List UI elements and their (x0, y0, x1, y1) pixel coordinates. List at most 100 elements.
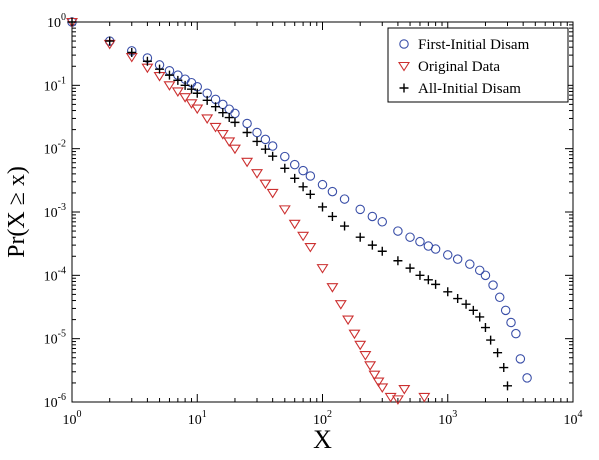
all-initial-disam-point (318, 202, 327, 212)
first-initial-disam-point (298, 165, 308, 176)
all-initial-disam-point (211, 102, 221, 112)
x-tick-label: 102 (313, 409, 332, 428)
y-tick-label: 10-2 (44, 139, 66, 158)
all-initial-disam-point (377, 246, 387, 256)
all-initial-disam-point (224, 113, 234, 123)
all-initial-disam-point (340, 221, 350, 231)
all-initial-disam-point (423, 275, 433, 285)
first-initial-disam-point (494, 292, 505, 303)
legend-marker-original-data (398, 61, 410, 72)
all-initial-disam-point (367, 240, 377, 250)
original-data-point (251, 169, 264, 179)
original-data-point (398, 385, 411, 395)
original-data-point (359, 351, 372, 361)
first-initial-disam-point (452, 254, 463, 264)
first-initial-disam-point (515, 354, 526, 364)
y-tick-label: 10-4 (44, 265, 66, 284)
first-initial-disam-point (474, 265, 485, 276)
first-initial-disam-point (488, 280, 498, 290)
y-tick-label: 100 (47, 12, 66, 31)
original-data-point (334, 300, 347, 310)
x-tick-label: 101 (188, 409, 207, 428)
first-initial-disam-point (289, 159, 300, 170)
first-initial-disam-point (305, 171, 316, 181)
x-axis-ticks: 100 101 102 103 104 (63, 22, 583, 428)
all-initial-disam-point (230, 117, 240, 127)
series-original-data (66, 17, 431, 405)
original-data-point (153, 72, 166, 82)
first-initial-disam-point (230, 108, 240, 119)
all-initial-disam-point (327, 211, 337, 221)
all-initial-disam-point (164, 70, 174, 80)
first-initial-disam-point (506, 317, 516, 328)
original-data-point (278, 205, 291, 215)
first-initial-disam-point (480, 270, 491, 281)
x-tick-label: 104 (564, 409, 583, 428)
original-data-point (384, 392, 397, 403)
y-tick-label: 10-6 (44, 392, 66, 411)
all-initial-disam-point (260, 144, 270, 154)
all-initial-disam-point (155, 64, 165, 74)
all-initial-disam-point (486, 335, 496, 345)
all-initial-disam-point (415, 270, 425, 280)
all-initial-disam-point (252, 136, 262, 146)
all-initial-disam-point (202, 95, 212, 105)
first-initial-disam-point (430, 244, 441, 254)
original-data-point (288, 219, 301, 230)
all-initial-disam-point (305, 189, 315, 199)
all-initial-disam-point (187, 84, 197, 94)
original-data-point (163, 81, 176, 91)
original-data-point (342, 315, 355, 326)
all-initial-disam-point (173, 75, 183, 85)
original-data-point (228, 144, 241, 155)
first-initial-disam-point (500, 305, 511, 316)
first-initial-disam-point (339, 194, 350, 204)
original-data-point (191, 104, 204, 115)
all-initial-disam-point (242, 127, 252, 137)
data-points (66, 17, 532, 405)
first-initial-disam-point (367, 211, 378, 222)
all-initial-disam-point (443, 287, 453, 297)
all-initial-disam-point (67, 17, 77, 27)
original-data-point (171, 87, 184, 98)
legend-box (387, 27, 569, 103)
legend-marker-all-initial-disam (399, 83, 409, 93)
original-data-point (391, 395, 404, 405)
original-data-point (368, 370, 381, 381)
first-initial-disam-point (415, 236, 425, 247)
original-data-point (372, 377, 385, 388)
original-data-point (297, 231, 310, 242)
first-initial-disam-point (260, 134, 271, 145)
original-data-point (364, 361, 377, 371)
x-tick-label: 100 (63, 409, 82, 428)
all-initial-disam-point (393, 256, 403, 266)
all-initial-disam-point (503, 381, 513, 391)
all-initial-disam-point (453, 294, 463, 304)
original-data-point (326, 283, 339, 293)
all-initial-disam-point (142, 56, 152, 66)
original-data-point (241, 157, 254, 168)
original-data-point (216, 130, 229, 140)
original-data-point (201, 114, 214, 124)
original-data-point (304, 242, 317, 253)
first-initial-disam-point (242, 118, 252, 129)
first-initial-disam-point (267, 141, 278, 151)
series-all-initial-disam (67, 17, 513, 391)
original-data-point (316, 264, 329, 274)
first-initial-disam-point (252, 127, 262, 138)
all-initial-disam-point (431, 279, 441, 289)
first-initial-disam-point (280, 151, 290, 162)
legend-label-first-initial-disam: First-Initial Disam (418, 37, 530, 53)
first-initial-disam-point (393, 226, 403, 236)
x-axis-title: X (313, 425, 332, 454)
all-initial-disam-point (127, 47, 137, 57)
original-data-point (259, 179, 272, 190)
legend-label-original-data: Original Data (418, 59, 500, 75)
first-initial-disam-point (405, 232, 415, 242)
original-data-point (348, 329, 361, 340)
all-initial-disam-point (192, 88, 202, 98)
all-initial-disam-point (468, 305, 478, 315)
first-initial-disam-point (377, 217, 388, 227)
original-data-point (179, 93, 192, 103)
